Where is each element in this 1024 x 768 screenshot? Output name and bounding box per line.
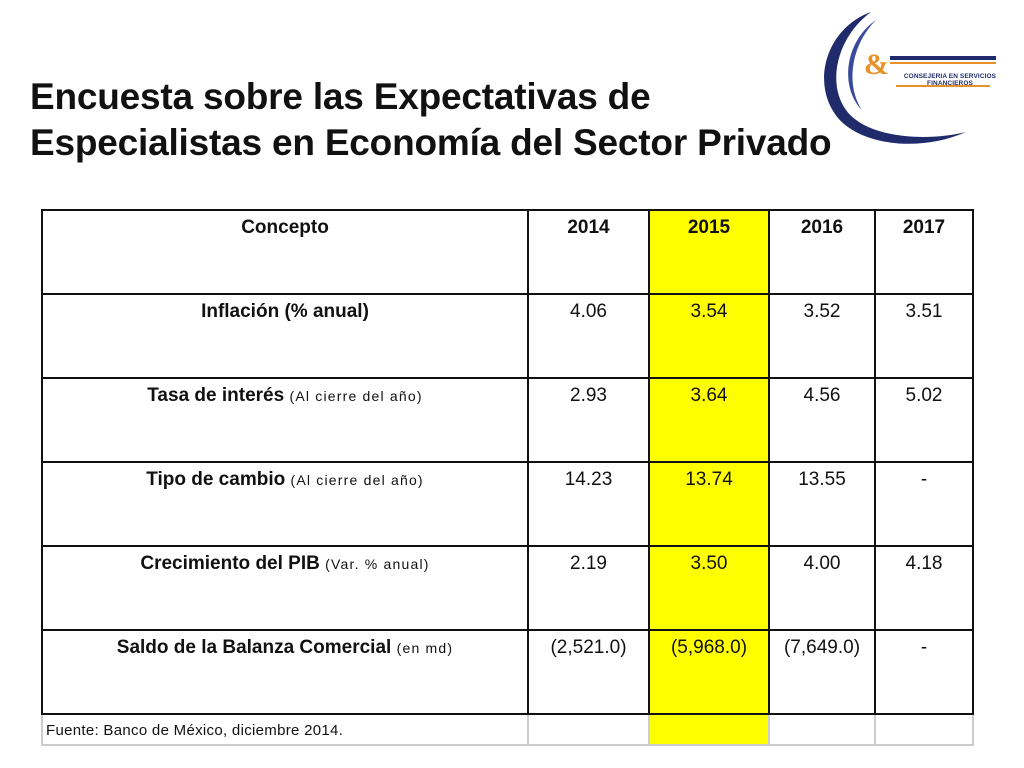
cell-2014: 14.23: [527, 461, 650, 547]
concept-label: Inflación (% anual): [201, 301, 369, 322]
source-empty-cell: [768, 713, 876, 746]
page-title: Encuesta sobre las Expectativas de Espec…: [30, 74, 910, 166]
concept-label: Crecimiento del PIB: [140, 553, 320, 574]
concept-note: (en md): [396, 640, 454, 656]
cell-2017: 3.51: [874, 293, 974, 379]
cell-2015: 3.50: [648, 545, 770, 631]
source-note: Fuente: Banco de México, diciembre 2014.: [41, 713, 529, 746]
logo-ampersand: &: [864, 48, 889, 81]
cell-2015: 3.54: [648, 293, 770, 379]
row-concept: Tipo de cambio (Al cierre del año): [41, 461, 529, 547]
cell-2014: 2.93: [527, 377, 650, 463]
table-row: Tasa de interés (Al cierre del año) 2.93…: [41, 377, 974, 463]
row-concept: Inflación (% anual): [41, 293, 529, 379]
header-2014: 2014: [527, 209, 650, 295]
cell-2016: (7,649.0): [768, 629, 876, 715]
header-2017: 2017: [874, 209, 974, 295]
row-concept: Tasa de interés (Al cierre del año): [41, 377, 529, 463]
logo-text: CONSEJERIA EN SERVICIOS FINANCIEROS: [902, 73, 998, 87]
logo-text-line-2: FINANCIEROS: [927, 80, 973, 87]
concept-label: Tasa de interés: [147, 385, 285, 406]
cell-2014: (2,521.0): [527, 629, 650, 715]
concept-note: (Al cierre del año): [289, 388, 423, 404]
table-header-row: Concepto 2014 2015 2016 2017: [41, 209, 974, 295]
cell-2015: (5,968.0): [648, 629, 770, 715]
source-empty-cell: [527, 713, 650, 746]
title-line-2: Especialistas en Economía del Sector Pri…: [30, 122, 832, 163]
table-row: Saldo de la Balanza Comercial (en md) (2…: [41, 629, 974, 715]
cell-2016: 4.00: [768, 545, 876, 631]
company-logo: &: [824, 12, 996, 144]
title-line-1: Encuesta sobre las Expectativas de: [30, 76, 651, 117]
cell-2016: 4.56: [768, 377, 876, 463]
concept-label: Saldo de la Balanza Comercial: [116, 637, 392, 658]
table-row: Tipo de cambio (Al cierre del año) 14.23…: [41, 461, 974, 547]
row-concept: Crecimiento del PIB (Var. % anual): [41, 545, 529, 631]
cell-2017: 5.02: [874, 377, 974, 463]
header-concepto: Concepto: [41, 209, 529, 295]
table-row: Crecimiento del PIB (Var. % anual) 2.19 …: [41, 545, 974, 631]
header-2016: 2016: [768, 209, 876, 295]
cell-2017: -: [874, 629, 974, 715]
source-empty-cell: [874, 713, 974, 746]
expectations-table: Concepto 2014 2015 2016 2017 Inflación (…: [41, 209, 974, 746]
table-source-row: Fuente: Banco de México, diciembre 2014.: [41, 713, 974, 746]
row-concept: Saldo de la Balanza Comercial (en md): [41, 629, 529, 715]
cell-2015: 13.74: [648, 461, 770, 547]
cell-2017: -: [874, 461, 974, 547]
concept-note: (Al cierre del año): [290, 472, 424, 488]
cell-2014: 2.19: [527, 545, 650, 631]
cell-2014: 4.06: [527, 293, 650, 379]
cell-2016: 13.55: [768, 461, 876, 547]
cell-2016: 3.52: [768, 293, 876, 379]
table-row: Inflación (% anual) 4.06 3.54 3.52 3.51: [41, 293, 974, 379]
concept-note: (Var. % anual): [325, 556, 430, 572]
cell-2015: 3.64: [648, 377, 770, 463]
logo-swoosh-inner-icon: [848, 20, 876, 110]
header-2015: 2015: [648, 209, 770, 295]
logo-text-line-1: CONSEJERIA EN SERVICIOS: [903, 73, 997, 80]
source-empty-cell-highlight: [648, 713, 770, 746]
concept-label: Tipo de cambio: [146, 469, 286, 490]
cell-2017: 4.18: [874, 545, 974, 631]
